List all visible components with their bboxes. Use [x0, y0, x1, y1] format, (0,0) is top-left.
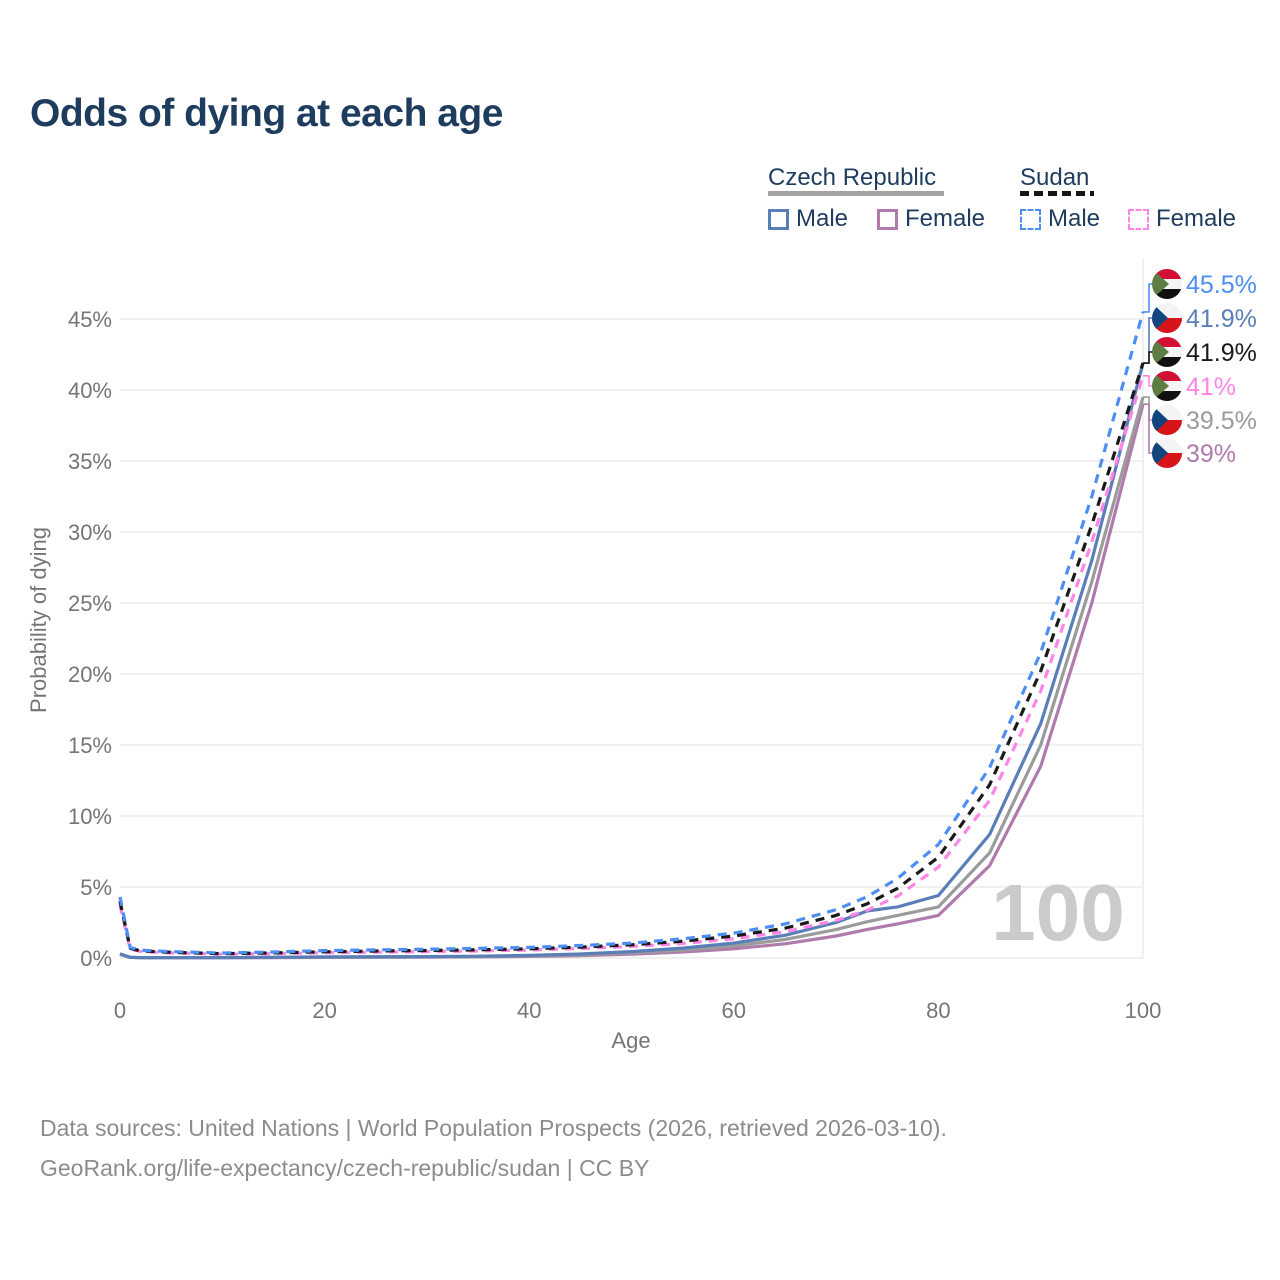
czech-flag-icon — [1152, 405, 1182, 435]
czech-flag-icon — [1152, 438, 1182, 468]
legend-item-label: Male — [796, 205, 849, 232]
x-tick-label: 100 — [1125, 998, 1162, 1023]
page-title: Odds of dying at each age — [30, 92, 503, 135]
czech-female-swatch-icon — [877, 208, 898, 230]
x-tick-label: 40 — [517, 998, 541, 1023]
series-line-czech-female[interactable] — [119, 403, 1145, 960]
legend-group-czech-republic[interactable]: Czech Republic — [768, 164, 937, 191]
y-tick-label: 10% — [68, 804, 112, 829]
end-labels: 45.5% 41.9% 41.9% 41% 39.5% 39% — [1143, 269, 1257, 468]
end-value-label-czech-female: 39% — [1186, 440, 1236, 468]
y-tick-label: 45% — [68, 307, 112, 332]
sudan-flag-icon — [1152, 337, 1182, 367]
series-line-czech-male[interactable] — [119, 362, 1145, 960]
legend-item-sudan-male[interactable]: Male — [1020, 205, 1100, 233]
y-tick-label: 15% — [68, 733, 112, 758]
x-tick-label: 20 — [312, 998, 336, 1023]
y-tick-label: 0% — [80, 946, 112, 971]
age-watermark: 100 — [991, 868, 1124, 957]
legend-group-sudan[interactable]: Sudan — [1020, 164, 1090, 191]
czech-male-swatch-icon — [768, 208, 789, 230]
y-tick-label: 5% — [80, 875, 112, 900]
legend-item-czech-male[interactable]: Male — [768, 205, 848, 233]
x-tick-label: 0 — [114, 998, 126, 1023]
y-axis-title: Probability of dying — [26, 527, 51, 713]
x-axis-title: Age — [611, 1028, 650, 1053]
watermark: 100 — [991, 868, 1124, 957]
label-connector — [1143, 375, 1153, 387]
legend-item-sudan-female[interactable]: Female — [1128, 205, 1236, 233]
czech-flag-icon — [1152, 303, 1182, 333]
x-tick-label: 80 — [926, 998, 950, 1023]
series-line-sudan-male[interactable] — [118, 311, 1145, 955]
end-value-label-czech-male: 41.9% — [1186, 305, 1257, 333]
label-connector — [1143, 351, 1153, 364]
label-connector — [1143, 396, 1153, 421]
x-tick-label: 60 — [722, 998, 746, 1023]
label-connector — [1143, 283, 1153, 313]
legend-item-label: Male — [1048, 205, 1101, 232]
axis-labels: 0% 5% 10% 15% 20% 25% 30% 35% 40% 45% 0 20 40 60 80 100… — [26, 307, 1161, 1053]
label-connector — [1143, 317, 1153, 364]
legend-item-label: Female — [1156, 205, 1237, 232]
y-tick-label: 40% — [68, 378, 112, 403]
sudan-female-swatch-icon — [1128, 208, 1149, 230]
series-line-czech-all[interactable] — [119, 396, 1145, 960]
sudan-male-swatch-icon — [1020, 208, 1041, 230]
czech-solid-line-sample — [768, 191, 944, 196]
sudan-flag-icon — [1152, 371, 1182, 401]
footer-link-line[interactable]: GeoRank.org/life-expectancy/czech-republ… — [40, 1155, 650, 1181]
y-tick-label: 30% — [68, 520, 112, 545]
end-value-label-sudan-all: 41.9% — [1186, 339, 1257, 367]
data-source-footer: Data sources: United Nations | World Pop… — [40, 1108, 947, 1188]
end-value-label-sudan-male: 45.5% — [1186, 271, 1257, 299]
end-value-label-sudan-female: 41% — [1186, 373, 1236, 401]
legend-item-czech-female[interactable]: Female — [877, 205, 985, 233]
gridlines — [120, 258, 1144, 959]
footer-sources-line: Data sources: United Nations | World Pop… — [40, 1115, 947, 1141]
y-tick-label: 20% — [68, 662, 112, 687]
y-tick-label: 25% — [68, 591, 112, 616]
sudan-dashed-line-sample — [1020, 191, 1094, 196]
y-tick-label: 35% — [68, 449, 112, 474]
legend-item-label: Female — [905, 205, 986, 232]
label-connector — [1143, 403, 1153, 454]
series-lines — [118, 311, 1145, 960]
sudan-flag-icon — [1152, 269, 1182, 299]
end-value-label-czech-all: 39.5% — [1186, 407, 1257, 435]
